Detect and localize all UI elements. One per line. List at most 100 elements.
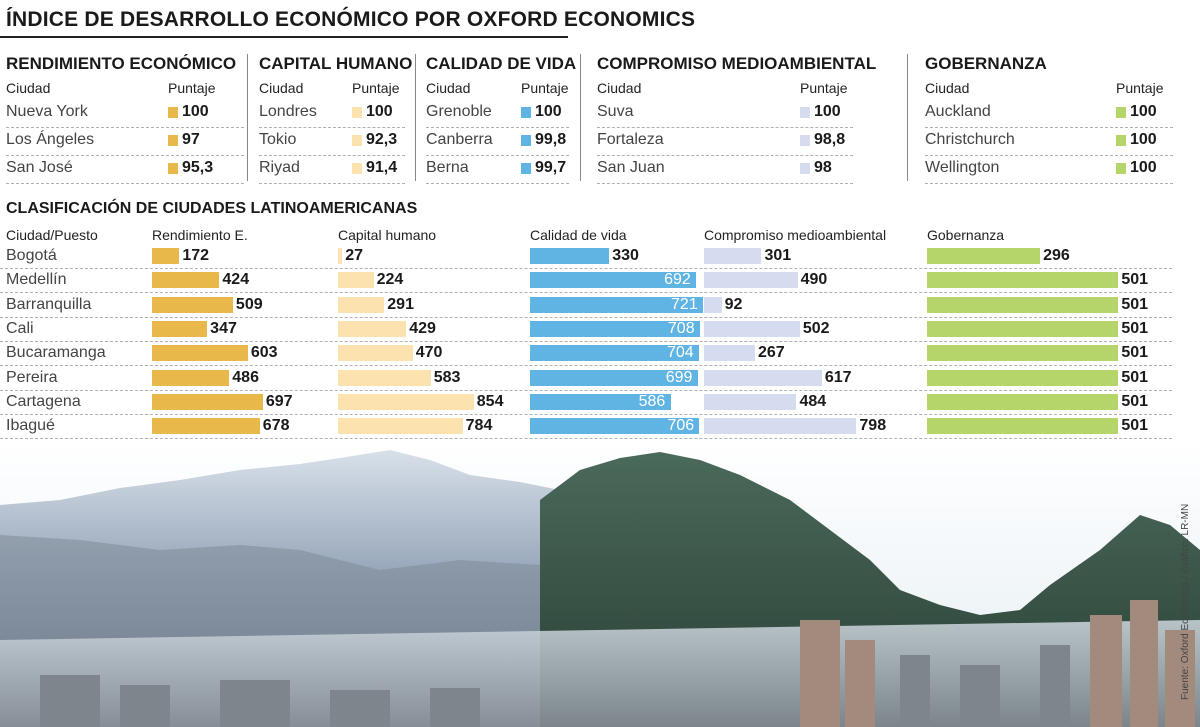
score-value: 98 [814, 159, 832, 176]
color-square-icon [168, 135, 178, 146]
data-label: 429 [409, 319, 436, 337]
city-label: Cali [6, 319, 34, 337]
bar [927, 248, 1041, 264]
city-row: Ibagué 678 784 706 798 501 [0, 414, 1172, 440]
data-label: 501 [1121, 368, 1149, 386]
city-name: Canberra [426, 131, 493, 148]
bar [338, 320, 407, 337]
data-label: 296 [1043, 247, 1070, 264]
section-title-gobernanza: GOBERNANZA [925, 54, 1047, 73]
bar [152, 393, 263, 410]
color-square-icon [800, 135, 810, 146]
city-label: Pereira [6, 368, 58, 386]
bar [704, 418, 857, 435]
header-compromiso-medioambiental: Compromiso medioambiental [704, 227, 887, 243]
bar [530, 345, 699, 362]
score-value: 99,8 [535, 131, 567, 148]
ranking-row: San Juan 98 [597, 155, 853, 184]
city-name: Nueva York [6, 103, 88, 120]
color-square-icon [168, 163, 178, 174]
city-name: San José [6, 159, 73, 176]
ranking-row: San José 95,3 [6, 155, 244, 184]
bar [530, 393, 671, 410]
section-divider [415, 54, 416, 181]
data-label: 798 [859, 417, 887, 435]
color-square-icon [521, 163, 531, 174]
city-label: Bogotá [6, 247, 57, 264]
city-name: Riyad [259, 159, 300, 176]
section-divider [580, 54, 581, 181]
bar [704, 345, 755, 362]
score-value: 100 [535, 103, 562, 120]
score-value: 100 [1130, 131, 1157, 148]
color-square-icon [1116, 135, 1126, 146]
score-header: Puntaje [168, 80, 216, 96]
bar [530, 369, 698, 386]
city-name: Los Ángeles [6, 131, 95, 148]
ranking-row: Tokio 92,3 [259, 127, 405, 156]
color-square-icon [800, 107, 810, 118]
header-calidad-de-vida: Calidad de vida [530, 227, 627, 243]
data-label: 854 [476, 392, 504, 410]
data-label: 501 [1121, 319, 1149, 337]
section-title-rendimiento-economico: RENDIMIENTO ECONÓMICO [6, 54, 237, 73]
bar [927, 393, 1119, 410]
bar [704, 320, 800, 337]
score-value: 100 [1130, 103, 1157, 120]
data-label: 617 [824, 368, 852, 386]
bar [530, 296, 704, 313]
data-label: 721 [671, 295, 698, 313]
data-label: 502 [802, 319, 830, 337]
data-label: 583 [433, 368, 461, 386]
score-header: Puntaje [1116, 80, 1164, 96]
color-square-icon [521, 135, 531, 146]
city-label: Ibagué [6, 417, 55, 435]
score-value: 99,7 [535, 159, 567, 176]
bar [338, 272, 374, 289]
ranking-row: Londres 100 [259, 99, 405, 128]
bar [530, 418, 700, 435]
ranking-row: Grenoble 100 [426, 99, 569, 128]
city-header: Ciudad [597, 80, 642, 96]
city-name: Grenoble [426, 103, 492, 120]
data-label: 706 [667, 417, 695, 435]
ranking-row: Fortaleza 98,8 [597, 127, 853, 156]
data-label: 172 [182, 247, 210, 264]
bar [927, 272, 1119, 289]
data-label: 603 [250, 344, 278, 362]
bar [152, 345, 248, 362]
ranking-row: Canberra 99,8 [426, 127, 569, 156]
city-label: Bucaramanga [6, 344, 106, 362]
bar [338, 296, 385, 313]
city-name: San Juan [597, 159, 665, 176]
bar [927, 345, 1119, 362]
data-label: 704 [666, 344, 694, 362]
data-label: 509 [235, 295, 263, 313]
score-value: 100 [366, 103, 393, 120]
bar [152, 320, 208, 337]
data-label: 678 [262, 417, 290, 435]
data-label: 697 [265, 392, 293, 410]
data-label: 92 [724, 295, 743, 313]
city-name: Christchurch [925, 131, 1015, 148]
city-row: Pereira 486 583 699 617 501 [0, 366, 1172, 391]
data-label: 484 [799, 392, 827, 410]
section-title-compromiso-medioambiental: COMPROMISO MEDIOAMBIENTAL [597, 54, 877, 73]
bar [152, 369, 230, 386]
section-title-capital-humano: CAPITAL HUMANO [259, 54, 413, 73]
city-header: Ciudad [426, 80, 471, 96]
bar [152, 296, 233, 313]
bar [704, 393, 797, 410]
ranking-row: Los Ángeles 97 [6, 127, 244, 156]
city-row: Bucaramanga 603 470 704 267 501 [0, 341, 1172, 367]
bar [927, 296, 1119, 313]
city-label: Cartagena [6, 392, 81, 410]
ranking-row: Suva 100 [597, 99, 853, 128]
score-value: 92,3 [366, 131, 398, 148]
color-square-icon [168, 107, 178, 118]
score-value: 98,8 [814, 131, 846, 148]
bar [152, 272, 220, 289]
data-label: 301 [764, 247, 792, 264]
city-header: Ciudad [6, 80, 51, 96]
score-value: 100 [814, 103, 841, 120]
